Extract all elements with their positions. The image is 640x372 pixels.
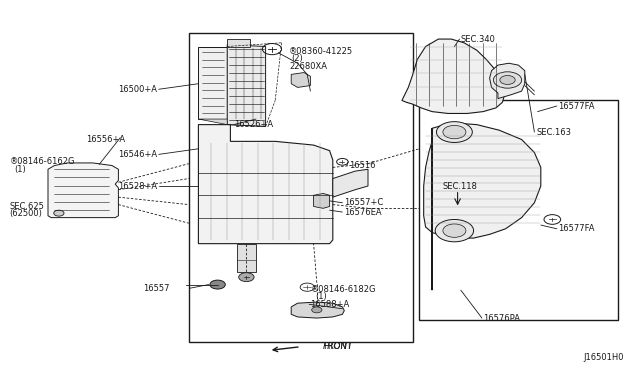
Circle shape: [500, 76, 515, 84]
Text: SEC.163: SEC.163: [536, 128, 572, 137]
Text: 16528+A: 16528+A: [118, 182, 157, 190]
Bar: [189, 33, 413, 342]
Text: ®08146-6162G: ®08146-6162G: [10, 157, 75, 166]
Polygon shape: [402, 39, 506, 113]
Text: SEC.118: SEC.118: [443, 182, 477, 190]
Text: SEC.625: SEC.625: [10, 202, 44, 211]
Polygon shape: [314, 193, 330, 208]
Polygon shape: [291, 73, 310, 87]
Text: 16557: 16557: [143, 284, 170, 293]
Circle shape: [239, 273, 254, 282]
Bar: [419, 100, 618, 320]
Text: (1): (1): [315, 292, 326, 301]
Polygon shape: [424, 124, 541, 290]
Polygon shape: [198, 119, 227, 125]
Polygon shape: [198, 46, 227, 119]
Text: ®08360-41225: ®08360-41225: [289, 47, 353, 56]
Circle shape: [435, 219, 474, 242]
Circle shape: [54, 210, 64, 216]
Polygon shape: [291, 302, 344, 318]
Polygon shape: [198, 125, 333, 244]
Text: 16577FA: 16577FA: [558, 102, 595, 110]
Text: 16546+A: 16546+A: [118, 150, 157, 159]
Text: FRONT: FRONT: [323, 342, 352, 351]
Circle shape: [493, 72, 522, 88]
Text: (2): (2): [291, 54, 303, 63]
Polygon shape: [227, 39, 250, 46]
Text: (1): (1): [14, 165, 26, 174]
Text: 16557+C: 16557+C: [344, 198, 383, 207]
Text: 16576EA: 16576EA: [344, 208, 382, 217]
Text: 16500+A: 16500+A: [118, 85, 157, 94]
Polygon shape: [333, 169, 368, 197]
Circle shape: [213, 282, 222, 287]
Circle shape: [210, 280, 225, 289]
Polygon shape: [227, 45, 266, 126]
Text: 16588+A: 16588+A: [310, 300, 349, 309]
Text: 16516: 16516: [349, 161, 375, 170]
Polygon shape: [237, 244, 256, 272]
Text: 16577FA: 16577FA: [558, 224, 595, 233]
Text: (62500): (62500): [10, 209, 42, 218]
Circle shape: [436, 122, 472, 142]
Text: FRONT: FRONT: [323, 342, 354, 351]
Text: 16556+A: 16556+A: [86, 135, 125, 144]
Text: ®08146-6182G: ®08146-6182G: [310, 285, 376, 294]
Circle shape: [443, 224, 466, 237]
Text: J16501H0: J16501H0: [584, 353, 624, 362]
Text: SEC.340: SEC.340: [461, 35, 495, 44]
Text: 16576PA: 16576PA: [483, 314, 520, 323]
Text: 16526+A: 16526+A: [234, 120, 273, 129]
Polygon shape: [490, 63, 525, 99]
Text: 22680XA: 22680XA: [289, 62, 327, 71]
Circle shape: [312, 307, 322, 313]
Polygon shape: [48, 163, 118, 218]
Circle shape: [443, 125, 466, 139]
